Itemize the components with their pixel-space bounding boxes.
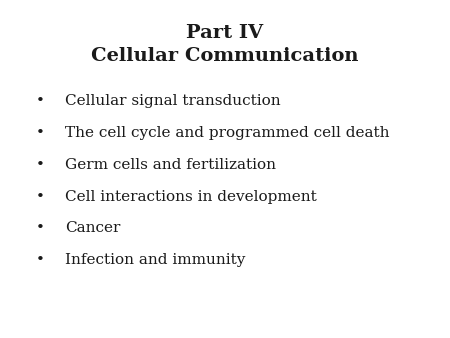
Text: •: •	[36, 253, 45, 267]
Text: Cellular signal transduction: Cellular signal transduction	[65, 94, 281, 108]
Text: •: •	[36, 190, 45, 204]
Text: Germ cells and fertilization: Germ cells and fertilization	[65, 158, 276, 172]
Text: •: •	[36, 221, 45, 236]
Text: •: •	[36, 94, 45, 108]
Text: Part IV
Cellular Communication: Part IV Cellular Communication	[91, 24, 359, 65]
Text: Cell interactions in development: Cell interactions in development	[65, 190, 317, 204]
Text: Cancer: Cancer	[65, 221, 121, 236]
Text: •: •	[36, 158, 45, 172]
Text: Infection and immunity: Infection and immunity	[65, 253, 246, 267]
Text: •: •	[36, 126, 45, 140]
Text: The cell cycle and programmed cell death: The cell cycle and programmed cell death	[65, 126, 390, 140]
